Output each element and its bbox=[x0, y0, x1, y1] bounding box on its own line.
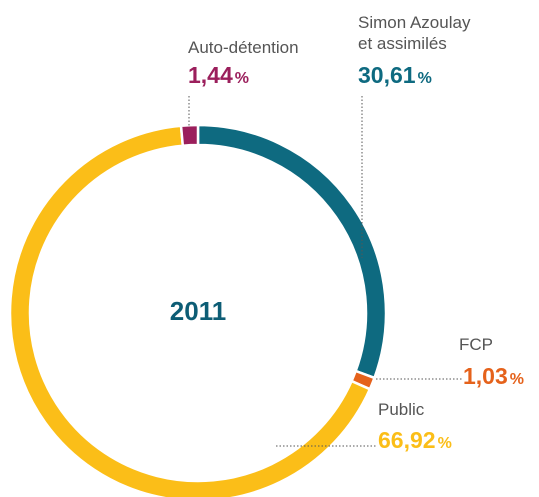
unit: % bbox=[234, 70, 249, 87]
category-label: Simon Azoulay et assimilés bbox=[358, 13, 471, 53]
value-text: 30,61 bbox=[358, 62, 416, 88]
value-text: 1,03 bbox=[463, 363, 508, 389]
value-label: 1,44% bbox=[188, 62, 249, 92]
unit: % bbox=[437, 435, 452, 452]
category-label: FCP bbox=[459, 335, 493, 354]
value-text: 66,92 bbox=[378, 427, 436, 453]
value-label: 66,92% bbox=[378, 427, 452, 457]
category-label: Auto-détention bbox=[188, 38, 299, 57]
category-label: Public bbox=[378, 400, 425, 419]
slice bbox=[196, 123, 388, 380]
value-label: 30,61% bbox=[358, 62, 432, 92]
unit: % bbox=[417, 70, 432, 87]
center-label: 2011 bbox=[169, 296, 227, 326]
slice bbox=[179, 123, 200, 148]
unit: % bbox=[509, 371, 524, 388]
value-text: 1,44 bbox=[188, 62, 233, 88]
value-label: 1,03% bbox=[463, 363, 524, 393]
